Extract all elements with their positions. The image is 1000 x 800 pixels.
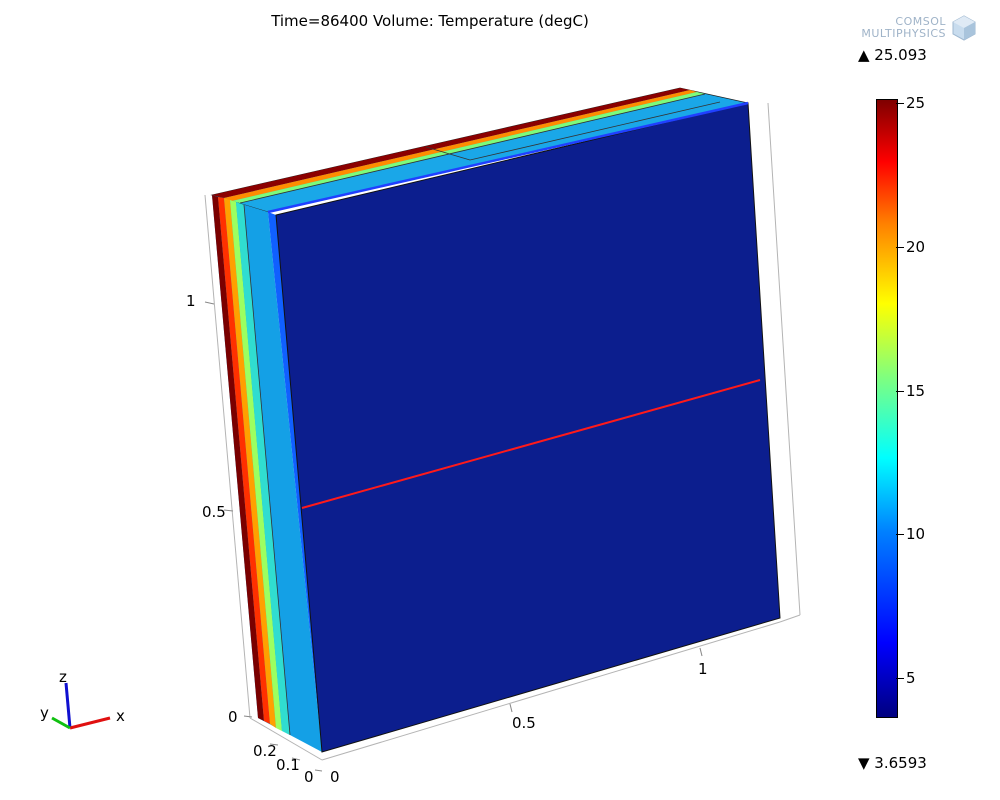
hot-layer-top [212, 88, 690, 198]
colorbar-tick [896, 678, 904, 679]
triad-z-label: z [59, 668, 67, 686]
warm-layer-top [224, 90, 697, 201]
volume-plot-3d[interactable] [0, 0, 860, 800]
logo-line2: MULTIPHYSICS [861, 27, 946, 40]
min-value-label: ▼ 3.6593 [858, 754, 927, 772]
plot-title: Time=86400 Volume: Temperature (degC) [271, 12, 589, 30]
colorbar-tick [896, 534, 904, 535]
slab-front-face [275, 102, 781, 753]
y-tick-0: 0 [304, 768, 314, 786]
axis-box [204, 102, 801, 761]
colorbar-label-25: 25 [906, 94, 926, 112]
hot-layer-side [212, 195, 264, 721]
cut-line [301, 379, 761, 509]
colorbar-label-10: 10 [906, 525, 926, 543]
triad-x-label: x [116, 707, 125, 725]
colorbar-label-5: 5 [906, 669, 916, 687]
comsol-logo: COMSOL MULTIPHYSICS [832, 14, 982, 44]
colorbar-tick [896, 247, 904, 248]
z-tick-1: 1 [186, 292, 196, 310]
colorbar-label-15: 15 [906, 382, 926, 400]
comsol-cube-icon [952, 15, 976, 41]
axis-triad-icon [51, 682, 111, 730]
x-tick-0: 0 [330, 768, 340, 786]
y-tick-0.2: 0.2 [253, 742, 277, 760]
axis-ticks [204, 301, 703, 772]
colorbar-tick [896, 391, 904, 392]
max-value-label: ▲ 25.093 [858, 46, 927, 64]
colorbar-label-20: 20 [906, 238, 926, 256]
triad-y-label: y [40, 704, 49, 722]
mid-layer-top [232, 92, 705, 203]
z-tick-0.5: 0.5 [202, 503, 226, 521]
x-tick-0.5: 0.5 [512, 714, 536, 732]
z-tick-0: 0 [228, 708, 238, 726]
logo-line1: COMSOL [895, 15, 946, 28]
y-tick-0.1: 0.1 [276, 756, 300, 774]
x-tick-1: 1 [698, 660, 708, 678]
colorbar-tick [896, 103, 904, 104]
colorbar [876, 99, 898, 718]
